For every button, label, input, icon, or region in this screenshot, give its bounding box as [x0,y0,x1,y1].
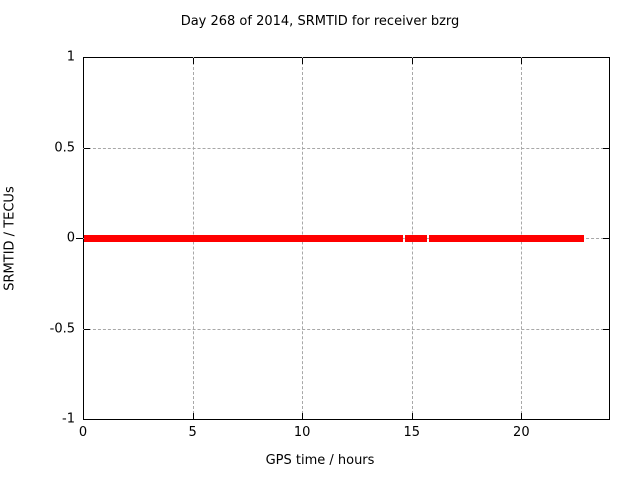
y-tick-left [84,328,90,330]
x-tick-label: 5 [188,425,197,440]
x-tick-label: 0 [78,425,88,440]
srmtid-line-segment [429,234,584,242]
y-tick-label: 1 [66,49,75,65]
x-tick-top [302,58,304,64]
x-tick-label: 10 [293,425,311,440]
y-tick-zero-outer [76,238,83,239]
x-tick-bottom [411,413,413,419]
srmtid-line-segment [84,234,403,242]
chart-title: Day 268 of 2014, SRMTID for receiver bzr… [180,14,460,29]
y-axis-label: SRMTID / TECUs [2,186,18,291]
x-tick-label: 20 [513,425,530,440]
srmtid-line-segment [405,234,428,242]
y-tick-right [603,147,609,149]
y-tick-label: -0.5 [49,321,75,336]
y-tick-right [603,328,609,330]
x-tick-top [411,58,413,64]
y-tick-right [603,238,609,239]
y-tick-label: 0.5 [54,140,75,155]
y-tick-left [84,147,90,149]
y-tick-label: 0 [66,230,75,246]
x-tick-label: 15 [403,425,421,440]
y-gridline [83,328,609,330]
y-gridline [83,147,609,149]
x-axis-label: GPS time / hours [265,453,375,468]
x-tick-bottom [521,413,523,419]
x-tick-bottom [302,413,304,419]
x-tick-top [192,58,194,64]
x-tick-bottom [192,413,194,419]
y-tick-label: -1 [62,411,75,427]
x-tick-top [521,58,523,64]
